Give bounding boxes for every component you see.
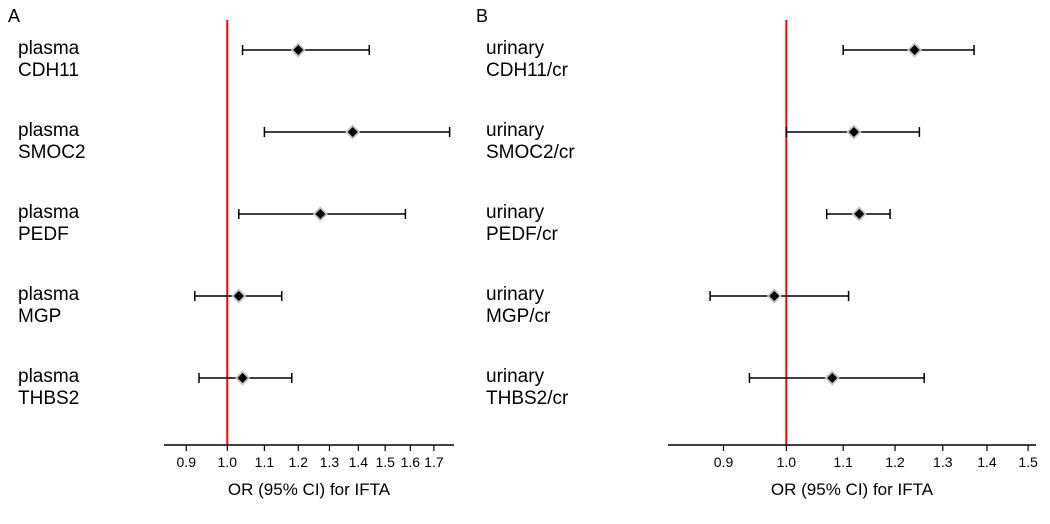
row-label-A-2-0: plasma xyxy=(18,202,80,223)
row-label-B-1-1: SMOC2/cr xyxy=(486,142,575,163)
tick-label-A-1.7: 1.7 xyxy=(424,454,444,470)
tick-label-A-1.4: 1.4 xyxy=(349,454,369,470)
figure-root: AplasmaCDH11plasmaSMOC2plasmaPEDFplasmaM… xyxy=(0,0,1050,524)
row-label-A-2-1: PEDF xyxy=(18,224,69,245)
panel-label-B: B xyxy=(476,6,488,26)
tick-label-A-1.1: 1.1 xyxy=(255,454,275,470)
tick-label-A-1: 1.0 xyxy=(218,454,238,470)
tick-label-A-1.5: 1.5 xyxy=(375,454,395,470)
tick-label-B-1.2: 1.2 xyxy=(885,454,905,470)
row-label-B-1-0: urinary xyxy=(486,120,545,141)
row-label-A-0-1: CDH11 xyxy=(18,60,79,81)
row-label-A-4-0: plasma xyxy=(18,366,80,387)
tick-label-B-1.4: 1.4 xyxy=(977,454,997,470)
tick-label-A-1.6: 1.6 xyxy=(401,454,421,470)
row-label-A-4-1: THBS2 xyxy=(18,388,79,409)
axis-title-B: OR (95% CI) for IFTA xyxy=(771,480,934,499)
row-label-A-1-0: plasma xyxy=(18,120,80,141)
tick-label-B-1.3: 1.3 xyxy=(933,454,953,470)
row-label-A-0-0: plasma xyxy=(18,38,80,59)
row-label-B-3-0: urinary xyxy=(486,284,545,305)
panel-A: AplasmaCDH11plasmaSMOC2plasmaPEDFplasmaM… xyxy=(8,6,454,499)
tick-label-A-1.3: 1.3 xyxy=(320,454,340,470)
row-label-B-4-0: urinary xyxy=(486,366,545,387)
axis-title-A: OR (95% CI) for IFTA xyxy=(228,480,391,499)
tick-label-B-0.9: 0.9 xyxy=(714,454,734,470)
row-label-B-0-1: CDH11/cr xyxy=(486,60,569,81)
row-label-B-4-1: THBS2/cr xyxy=(486,388,569,409)
row-label-B-2-0: urinary xyxy=(486,202,545,223)
tick-label-B-1.5: 1.5 xyxy=(1018,454,1038,470)
panel-label-A: A xyxy=(8,6,20,26)
tick-label-B-1: 1.0 xyxy=(777,454,797,470)
panel-B: BurinaryCDH11/crurinarySMOC2/crurinaryPE… xyxy=(476,6,1038,499)
tick-label-B-1.1: 1.1 xyxy=(833,454,853,470)
row-label-B-2-1: PEDF/cr xyxy=(486,224,558,245)
row-label-A-3-1: MGP xyxy=(18,306,61,327)
row-label-A-3-0: plasma xyxy=(18,284,80,305)
row-label-A-1-1: SMOC2 xyxy=(18,142,86,163)
row-label-B-0-0: urinary xyxy=(486,38,545,59)
row-label-B-3-1: MGP/cr xyxy=(486,306,551,327)
figure-svg: AplasmaCDH11plasmaSMOC2plasmaPEDFplasmaM… xyxy=(0,0,1050,524)
tick-label-A-1.2: 1.2 xyxy=(289,454,309,470)
tick-label-A-0.9: 0.9 xyxy=(177,454,197,470)
